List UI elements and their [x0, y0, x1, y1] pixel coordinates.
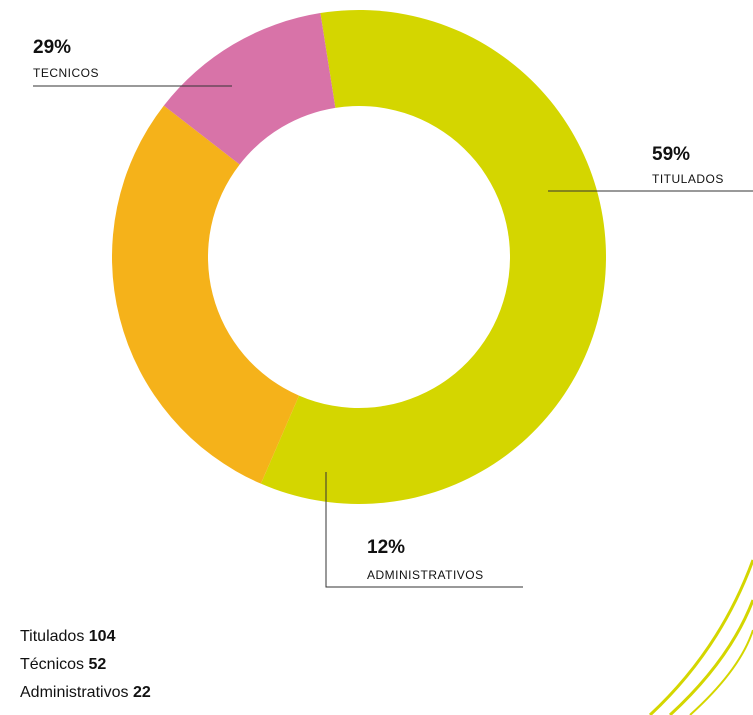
stripe: [690, 630, 753, 715]
slice-category-label: TITULADOS: [652, 172, 724, 186]
summary-count: 104: [89, 628, 116, 645]
decoration: [650, 560, 753, 715]
summary-count: 22: [133, 684, 151, 701]
chart: 59% TITULADOS 29% TECNICOS 12% ADMINISTRATIVO…: [0, 0, 753, 715]
stripe: [650, 560, 753, 715]
slice-value-label: 12%: [367, 537, 405, 558]
summary-label: Titulados: [20, 628, 84, 645]
slice-value-label: 29%: [33, 37, 71, 58]
slice-category-label: TECNICOS: [33, 66, 99, 80]
slice-value-label: 59%: [652, 144, 690, 165]
summary-label: Administrativos: [20, 684, 128, 701]
summary-label: Técnicos: [20, 656, 84, 673]
summary-line: Administrativos 22: [20, 684, 151, 701]
summary-count: 52: [88, 656, 106, 673]
slice-category-label: ADMINISTRATIVOS: [367, 568, 484, 582]
summary-line: Titulados 104: [20, 628, 116, 645]
donut-slice: [112, 106, 299, 484]
summary-line: Técnicos 52: [20, 656, 106, 673]
